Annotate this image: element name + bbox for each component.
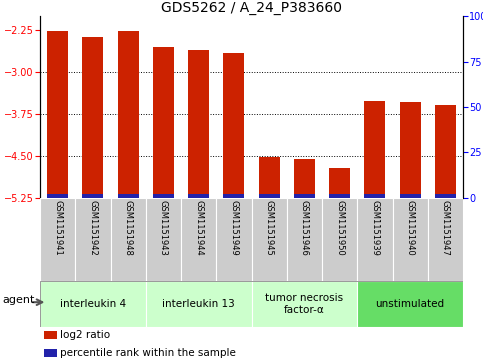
Text: GSM1151945: GSM1151945 — [265, 200, 274, 255]
Bar — [82, 37, 103, 194]
Bar — [223, 53, 244, 194]
Bar — [47, 32, 68, 194]
Bar — [357, 198, 393, 281]
Bar — [47, 194, 68, 198]
Bar — [75, 198, 111, 281]
Text: GSM1151948: GSM1151948 — [124, 200, 133, 256]
Text: GSM1151943: GSM1151943 — [159, 200, 168, 256]
Text: GSM1151947: GSM1151947 — [441, 200, 450, 256]
Bar — [44, 348, 57, 357]
Bar — [399, 194, 421, 198]
Text: interleukin 13: interleukin 13 — [162, 299, 235, 309]
Bar — [181, 198, 216, 281]
Text: interleukin 4: interleukin 4 — [60, 299, 126, 309]
Bar — [188, 194, 209, 198]
Bar — [329, 168, 350, 194]
Bar — [435, 105, 456, 194]
Bar — [117, 194, 139, 198]
Text: GSM1151944: GSM1151944 — [194, 200, 203, 255]
Bar — [329, 194, 350, 198]
Bar — [44, 331, 57, 339]
Text: GSM1151946: GSM1151946 — [300, 200, 309, 256]
Bar — [153, 194, 174, 198]
Bar — [258, 194, 280, 198]
Text: GSM1151942: GSM1151942 — [88, 200, 98, 255]
Bar — [393, 198, 428, 281]
Text: GSM1151939: GSM1151939 — [370, 200, 379, 256]
Bar — [287, 198, 322, 281]
Bar — [399, 102, 421, 194]
Bar — [223, 194, 244, 198]
Text: GSM1151949: GSM1151949 — [229, 200, 239, 255]
Bar — [364, 101, 385, 194]
Text: tumor necrosis
factor-α: tumor necrosis factor-α — [265, 293, 343, 315]
Text: log2 ratio: log2 ratio — [60, 330, 111, 340]
Title: GDS5262 / A_24_P383660: GDS5262 / A_24_P383660 — [161, 1, 342, 15]
Bar — [82, 194, 103, 198]
Text: GSM1151941: GSM1151941 — [53, 200, 62, 255]
Bar — [146, 281, 252, 327]
Text: GSM1151950: GSM1151950 — [335, 200, 344, 255]
Text: agent: agent — [2, 295, 35, 305]
Bar — [252, 281, 357, 327]
Text: GSM1151940: GSM1151940 — [406, 200, 414, 255]
Text: percentile rank within the sample: percentile rank within the sample — [60, 348, 236, 358]
Bar — [322, 198, 357, 281]
Bar — [294, 194, 315, 198]
Bar — [258, 157, 280, 194]
Bar — [146, 198, 181, 281]
Bar — [357, 281, 463, 327]
Bar — [364, 194, 385, 198]
Bar — [294, 159, 315, 194]
Bar — [216, 198, 252, 281]
Bar — [117, 31, 139, 194]
Bar — [111, 198, 146, 281]
Bar — [428, 198, 463, 281]
Bar — [40, 198, 75, 281]
Bar — [40, 281, 146, 327]
Bar — [188, 50, 209, 194]
Bar — [252, 198, 287, 281]
Bar — [435, 194, 456, 198]
Bar — [153, 47, 174, 194]
Text: unstimulated: unstimulated — [376, 299, 445, 309]
